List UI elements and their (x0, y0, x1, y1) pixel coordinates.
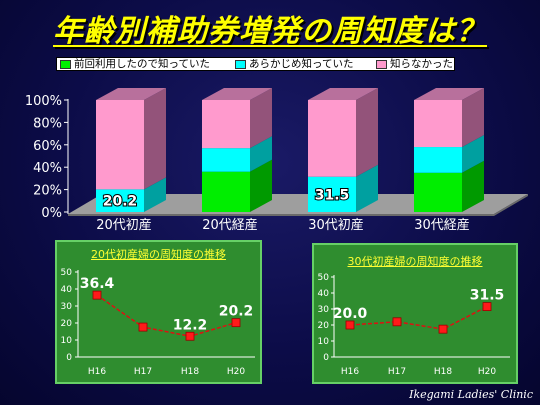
bar-front-c4-s2 (414, 147, 462, 173)
bar-front-c3-s3 (308, 100, 356, 177)
chart-floor-edge (68, 214, 494, 216)
data-point-marker (231, 318, 241, 328)
legend-label: 知らなかった (390, 58, 453, 70)
bar-side-c4-s3 (462, 88, 484, 148)
line-chart-panel-30s: 30代初産婦の周知度の推移 0 10 20 30 40 50 H16 H17 H18 H20 20.… (312, 243, 518, 384)
bar-side-c1-s3 (144, 88, 166, 190)
y-tick-label: 60% (33, 139, 62, 154)
bar-front-c1-s2 (96, 189, 144, 212)
legend-swatch (60, 59, 71, 69)
bar-side-c2-s1 (250, 159, 272, 212)
bar-front-c4-s1 (414, 172, 462, 212)
chart-floor-side (494, 194, 528, 216)
bar-side-c3-s3 (356, 88, 378, 177)
x-tick-label: H20 (478, 367, 496, 377)
bar-top-c4 (414, 88, 484, 100)
legend-item: あらかじめ知っていた (232, 58, 373, 70)
y-tick-label: 30 (318, 305, 330, 315)
legend-item: 知らなかった (373, 58, 453, 70)
slide-title: 年齢別補助券増発の周知度は？ (53, 14, 487, 49)
legend-label: 前回利用したので知っていた (74, 58, 210, 70)
x-tick-label: H17 (388, 367, 406, 377)
data-point-marker (392, 317, 402, 327)
line-chart-title-20s: 20代初産婦の周知度の推移 (91, 248, 226, 261)
y-tick-label: 0% (41, 206, 62, 221)
y-tick-label: 50 (318, 273, 330, 283)
bar-top-c2 (202, 88, 272, 100)
y-tick-label: 10 (318, 337, 330, 347)
y-tick-label: 30 (61, 302, 73, 312)
bar-top-c3 (308, 88, 378, 100)
legend-swatch (235, 59, 246, 69)
data-label: 12.2 (173, 317, 208, 333)
y-tick-label: 20 (318, 321, 330, 331)
x-tick-label: H18 (181, 367, 199, 377)
bar-front-c2-s3 (202, 100, 250, 149)
data-label: 31.5 (470, 288, 505, 304)
line-chart-plot-20s: 0 10 20 30 40 50 H16 H17 H18 H20 36.4 12.2 20.2 (61, 268, 255, 377)
data-point-marker (185, 331, 195, 341)
y-tick-label: 100% (25, 94, 62, 109)
data-label: 20.2 (219, 304, 254, 320)
data-point-marker (438, 324, 448, 334)
y-tick-label: 80% (33, 116, 62, 131)
bar-side-c3-s2 (356, 164, 378, 212)
data-point-marker (138, 322, 148, 332)
bar-front-c4-s3 (414, 100, 462, 148)
y-tick-label: 10 (61, 336, 73, 346)
y-tick-label: 0 (66, 353, 72, 363)
line-chart-plot-30s: 0 10 20 30 40 50 H16 H17 H18 H20 20.0 31.5 (318, 273, 510, 377)
bar-front-c2-s1 (202, 171, 250, 212)
x-tick-label: 30代経産 (414, 217, 470, 233)
x-tick-label: 30代初産 (308, 217, 364, 233)
chart-floor (68, 194, 528, 214)
y-tick-label: 50 (61, 268, 73, 278)
y-tick-label: 20% (33, 184, 62, 199)
y-tick-label: 0 (323, 353, 329, 363)
y-tick-label: 40 (61, 285, 73, 295)
data-label: 20.0 (333, 306, 368, 322)
data-point-marker (482, 302, 492, 311)
bar-side-c1-s2 (144, 177, 166, 212)
x-tick-label: 20代経産 (202, 217, 258, 233)
series-line (96, 294, 237, 338)
x-tick-label: H18 (434, 367, 452, 377)
bar-data-label: 20.2 (103, 194, 138, 210)
legend-item: 前回利用したので知っていた (57, 58, 232, 70)
data-point-marker (92, 290, 102, 300)
data-label: 36.4 (80, 276, 115, 292)
bar-front-c3-s2 (308, 176, 356, 212)
legend-label: あらかじめ知っていた (249, 58, 354, 70)
x-tick-label: H16 (88, 367, 106, 377)
legend-swatch (376, 59, 387, 69)
bar-side-c2-s2 (250, 136, 272, 172)
x-tick-label: H16 (341, 367, 359, 377)
x-tick-label: H17 (134, 367, 152, 377)
bar-side-c4-s1 (462, 160, 484, 212)
clinic-footer: Ikegami Ladies' Clinic (409, 388, 533, 401)
x-tick-label: H20 (227, 367, 245, 377)
bar-front-c2-s2 (202, 148, 250, 172)
bar-data-label: 31.5 (315, 187, 350, 203)
y-tick-label: 40 (318, 289, 330, 299)
bar-side-c2-s3 (250, 88, 272, 149)
y-tick-label: 40% (33, 161, 62, 176)
series-line (349, 305, 488, 330)
chart-legend: 前回利用したので知っていた あらかじめ知っていた 知らなかった (56, 57, 455, 71)
x-tick-label: 20代初産 (96, 217, 152, 233)
bar-top-c1 (96, 88, 166, 100)
stacked-3d-bar-chart: 0% 20% 40% 60% 80% 100% 20代初産 20代経産 30代初産 30代経産 20… (25, 88, 528, 233)
y-tick-label: 20 (61, 319, 73, 329)
line-chart-panel-20s: 20代初産婦の周知度の推移 0 10 20 30 40 50 H16 H17 H18 H20 36.… (55, 240, 262, 384)
bar-front-c1-s3 (96, 100, 144, 190)
data-point-marker (345, 320, 355, 330)
line-chart-title-30s: 30代初産婦の周知度の推移 (347, 255, 483, 268)
bar-side-c4-s2 (462, 135, 484, 173)
